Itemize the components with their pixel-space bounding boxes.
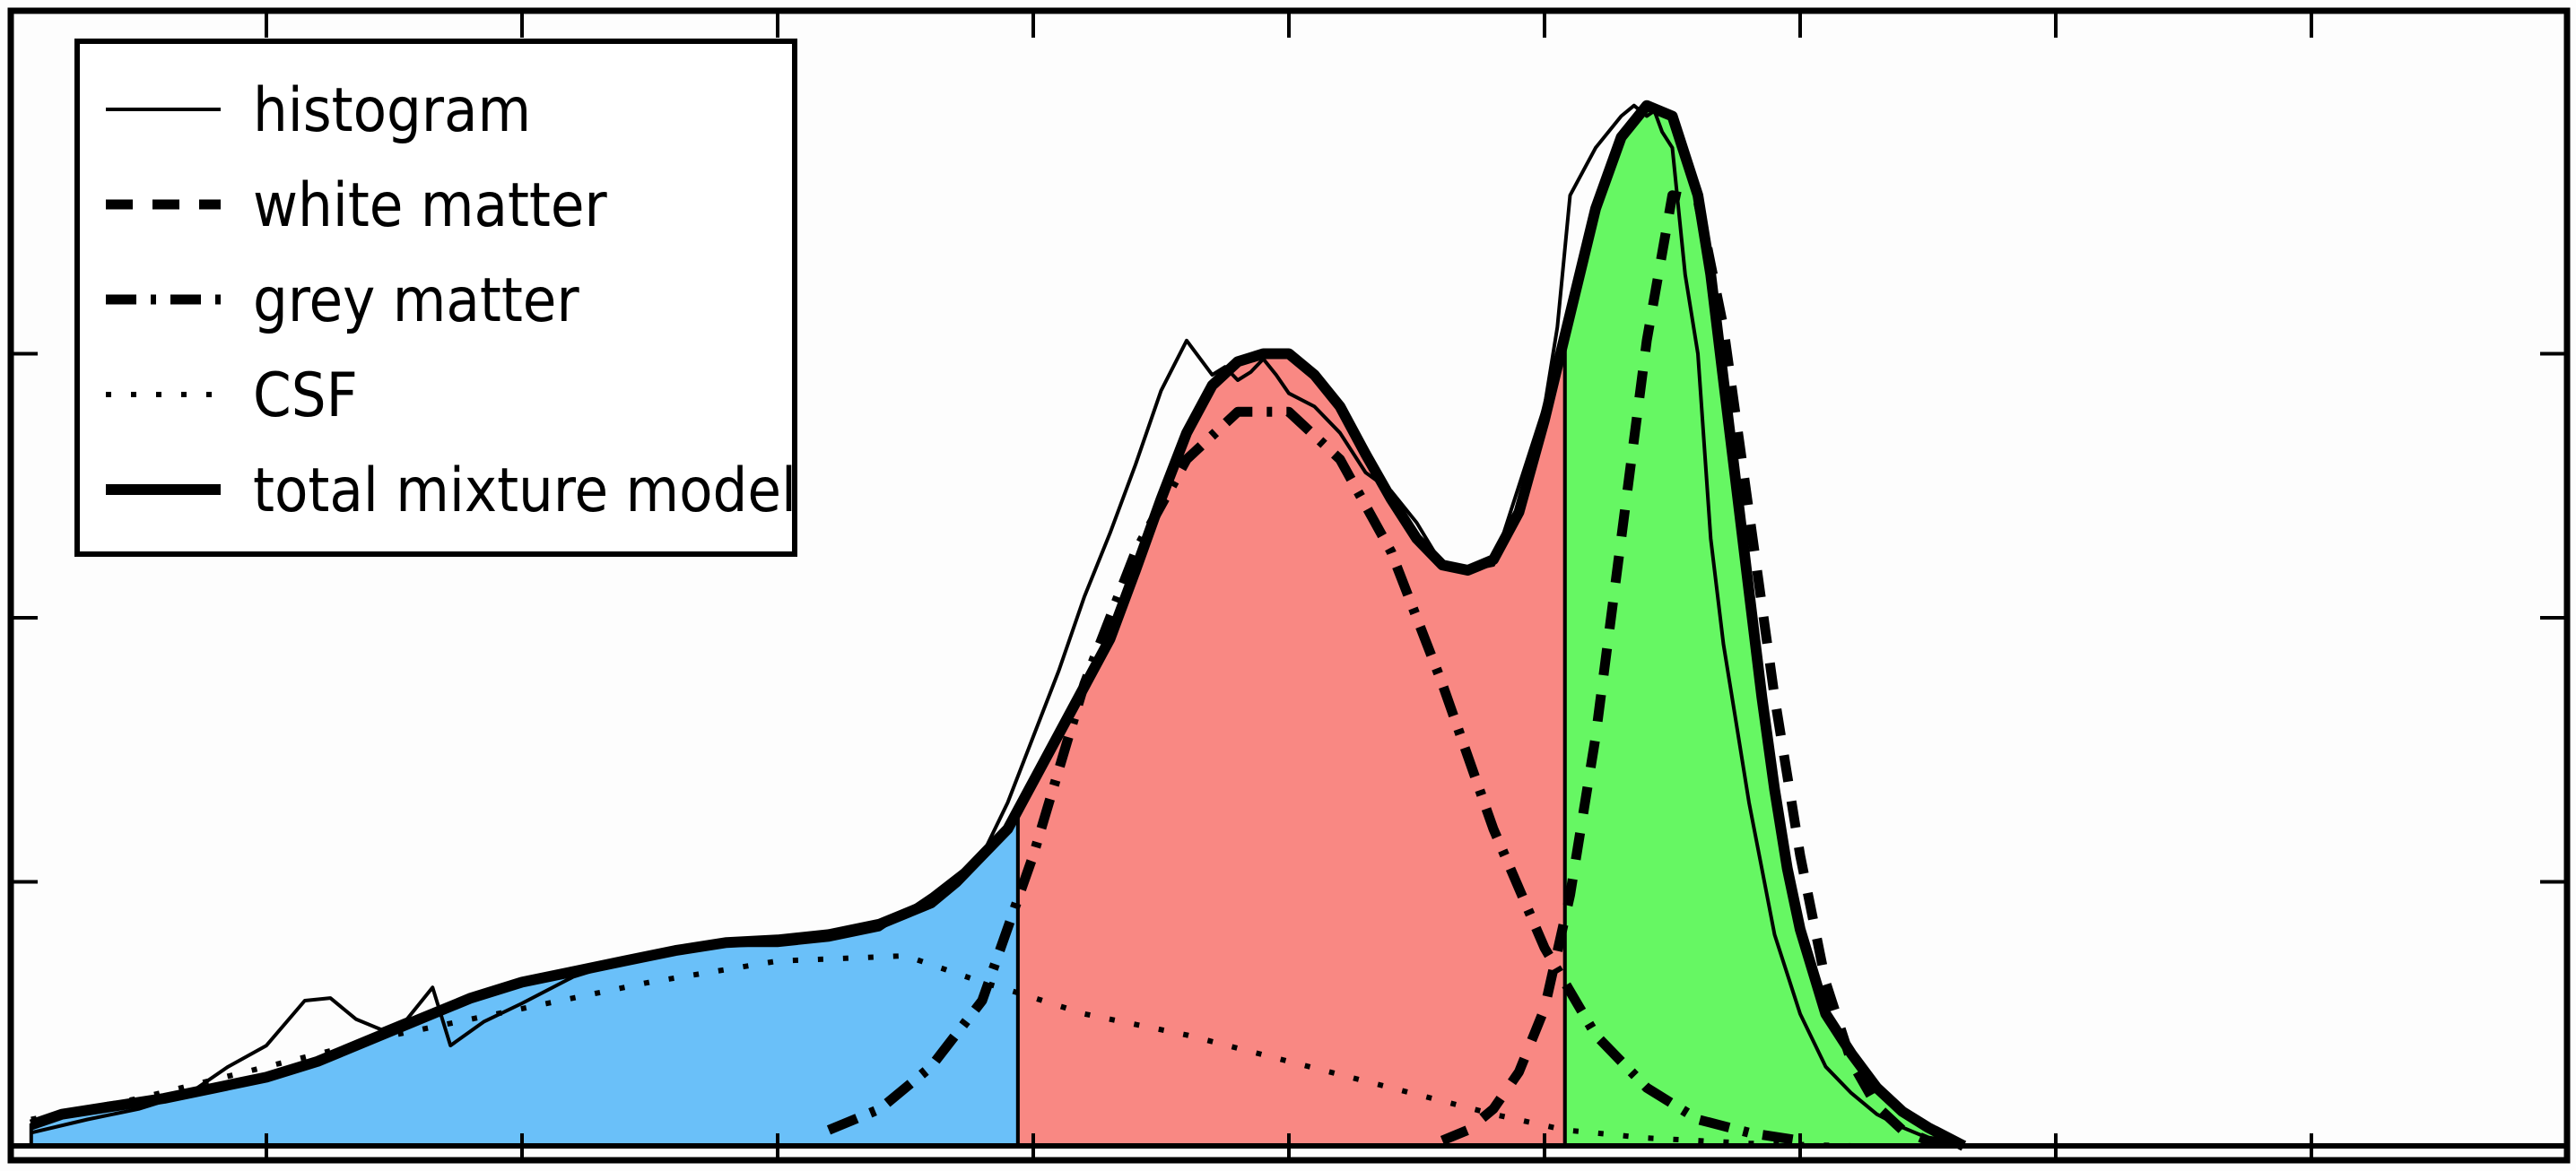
series-total-mixture-model	[29, 100, 1967, 1151]
legend-label-grey-matter: grey matter	[253, 265, 579, 336]
legend-label-csf: CSF	[253, 360, 358, 431]
legend-label-total-mixture-model: total mixture model	[253, 455, 796, 526]
legend-label-white-matter: white matter	[253, 170, 608, 241]
legend-label-histogram: histogram	[253, 75, 531, 146]
region-grey-matter	[1015, 334, 1567, 1148]
series-white-matter	[1440, 190, 1965, 1151]
axis-ticks	[11, 11, 2567, 1160]
series-histogram	[30, 103, 1964, 1148]
legend: histogram white matter grey matter CSF total…	[74, 39, 797, 557]
